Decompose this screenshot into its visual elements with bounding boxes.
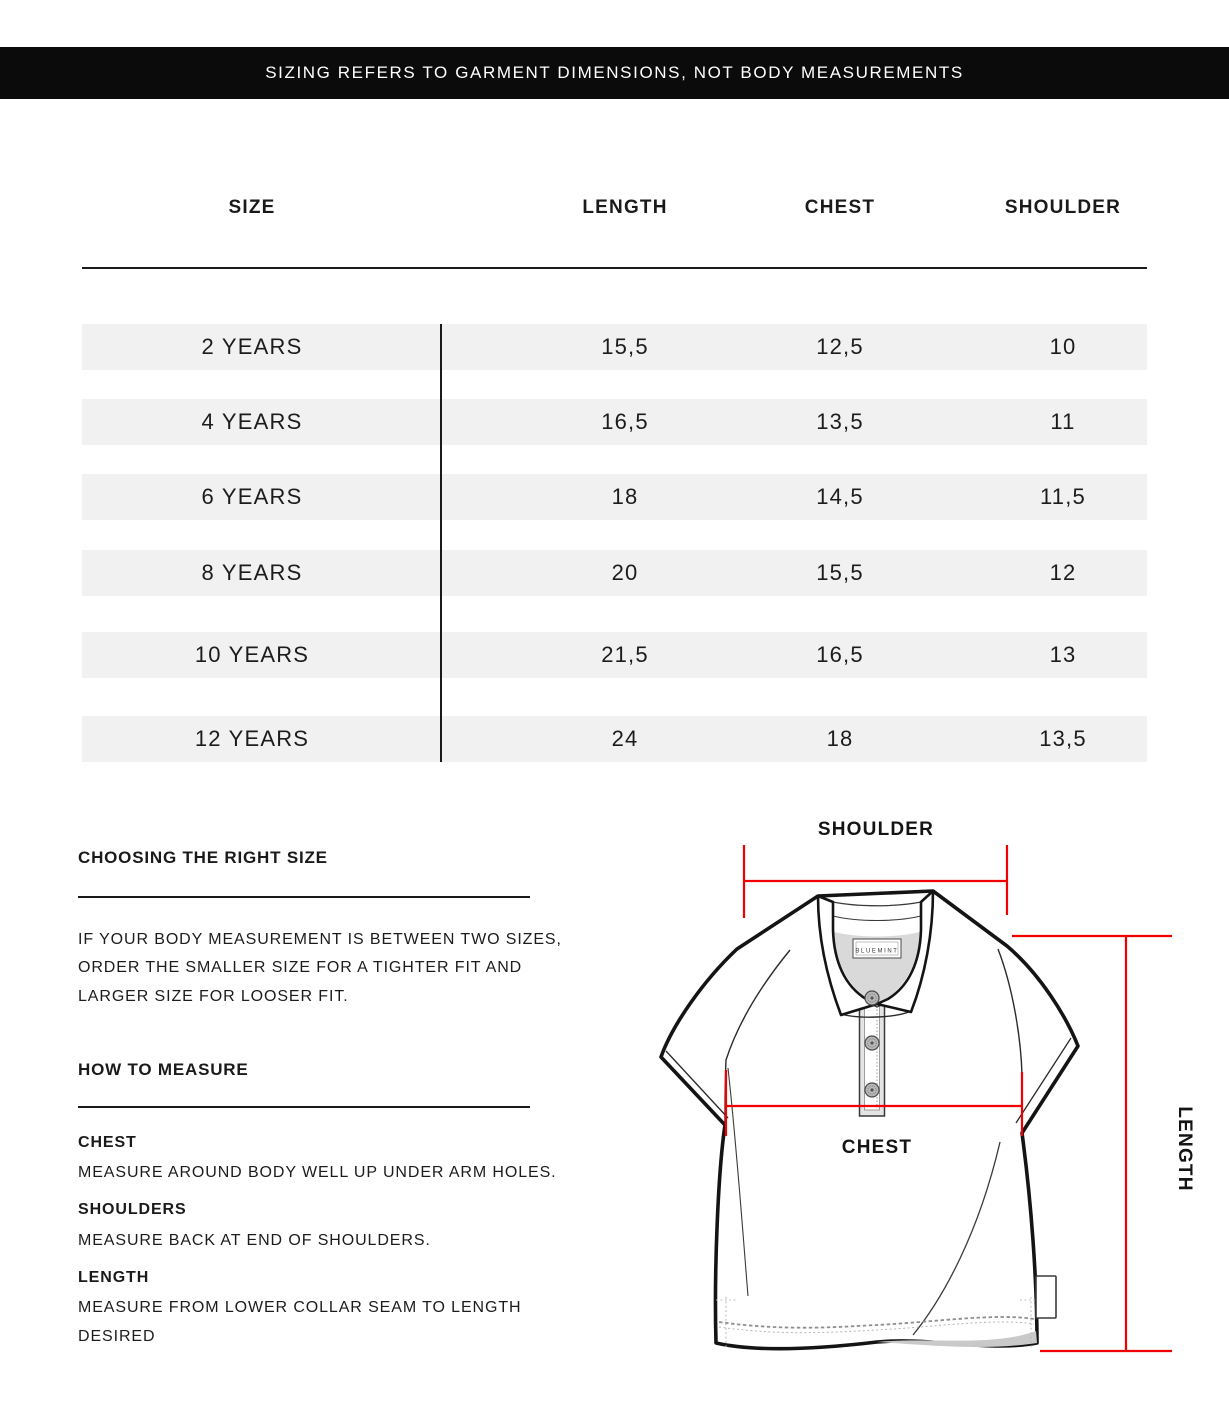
table-header-length: LENGTH [582, 197, 668, 218]
shoulder-cell: 13 [1049, 642, 1077, 667]
table-row: 12 YEARS 24 18 13,5 [82, 716, 1147, 762]
length-cell: 21,5 [601, 642, 649, 667]
polo-shirt-diagram: BLUEMINT SHOULDER CHEST LENGTH [659, 819, 1195, 1353]
button-icon [864, 990, 880, 1006]
neckline-seam [840, 1010, 912, 1018]
shoulder-measure-line [742, 845, 1009, 918]
chest-cell: 18 [826, 726, 854, 751]
chest-cell: 13,5 [816, 409, 864, 434]
shoulder-measure-label: SHOULDER [818, 819, 934, 840]
length-cell: 18 [611, 484, 639, 509]
section-rule [78, 1106, 530, 1108]
right-cuff-line [1015, 1037, 1072, 1124]
sizing-notice-banner: SIZING REFERS TO GARMENT DIMENSIONS, NOT… [0, 47, 1229, 99]
button-icon [864, 1082, 880, 1098]
hem-stitch-line [718, 1316, 1035, 1329]
table-header-chest: CHEST [804, 197, 876, 218]
table-row: 2 YEARS 15,5 12,5 10 [82, 324, 1147, 370]
table-row: 8 YEARS 20 15,5 12 [82, 550, 1147, 596]
collar-band-line [832, 915, 922, 922]
shoulder-cell: 13,5 [1039, 726, 1087, 751]
length-measure-line [1012, 934, 1172, 1353]
right-drape-curve [912, 1141, 1001, 1336]
how-to-measure-title: HOW TO MEASURE [78, 1060, 249, 1079]
measure-item-shoulders-text: MEASURE BACK AT END OF SHOULDERS. [78, 1232, 431, 1249]
hem-vent-guides [716, 1297, 1041, 1349]
size-cell: 12 YEARS [194, 726, 310, 751]
size-cell: 10 YEARS [194, 642, 310, 667]
chest-measure-line [724, 1070, 1024, 1136]
section-rule [78, 896, 530, 898]
table-row: 6 YEARS 18 14,5 11,5 [82, 474, 1147, 520]
choosing-size-text-line: LARGER SIZE FOR LOOSER FIT. [78, 988, 349, 1005]
chest-measure-label: CHEST [842, 1137, 912, 1158]
hem-shading [877, 1331, 1037, 1347]
measure-item-shoulders-label: SHOULDERS [78, 1201, 187, 1218]
shoulder-cell: 10 [1049, 334, 1077, 359]
size-cell: 6 YEARS [201, 484, 303, 509]
collar-right-flap [875, 889, 935, 1014]
hem-stitch-line-2 [718, 1321, 1035, 1334]
brand-label-text: BLUEMINT [855, 949, 898, 955]
size-column-divider [440, 324, 442, 762]
chest-cell: 16,5 [816, 642, 864, 667]
button-icon [864, 1035, 880, 1051]
size-cell: 4 YEARS [201, 409, 303, 434]
choosing-size-text-line: IF YOUR BODY MEASUREMENT IS BETWEEN TWO … [78, 931, 562, 948]
left-drape-curve [727, 1067, 749, 1297]
table-row: 4 YEARS 16,5 13,5 11 [82, 399, 1147, 445]
chest-cell: 14,5 [816, 484, 864, 509]
shoulder-cell: 11 [1050, 409, 1076, 434]
chest-cell: 15,5 [816, 560, 864, 585]
length-cell: 24 [611, 726, 639, 751]
length-cell: 15,5 [601, 334, 649, 359]
table-row: 10 YEARS 21,5 16,5 13 [82, 632, 1147, 678]
size-cell: 2 YEARS [201, 334, 303, 359]
table-header-shoulder: SHOULDER [1004, 197, 1122, 218]
length-cell: 16,5 [601, 409, 649, 434]
header-rule [82, 267, 1147, 269]
table-header-size: SIZE [228, 197, 276, 218]
chest-cell: 12,5 [816, 334, 864, 359]
length-cell: 20 [611, 560, 639, 585]
length-measure-label: LENGTH [1174, 1106, 1195, 1191]
measure-item-length-text-line: MEASURE FROM LOWER COLLAR SEAM TO LENGTH [78, 1299, 522, 1316]
size-cell: 8 YEARS [201, 560, 303, 585]
measure-item-length-text-line: DESIRED [78, 1328, 156, 1345]
brand-label-box [852, 938, 902, 959]
shoulder-cell: 12 [1049, 560, 1077, 585]
choosing-size-title: CHOOSING THE RIGHT SIZE [78, 848, 328, 867]
measure-item-length-label: LENGTH [78, 1269, 150, 1286]
brand-label-inner-border [855, 941, 899, 956]
choosing-size-text-line: ORDER THE SMALLER SIZE FOR A TIGHTER FIT… [78, 959, 523, 976]
left-cuff-line [665, 1050, 729, 1119]
measure-item-chest-text: MEASURE AROUND BODY WELL UP UNDER ARM HO… [78, 1164, 557, 1181]
side-tag [1035, 1275, 1057, 1319]
measure-item-chest-label: CHEST [78, 1134, 137, 1151]
shoulder-cell: 11,5 [1040, 484, 1086, 509]
